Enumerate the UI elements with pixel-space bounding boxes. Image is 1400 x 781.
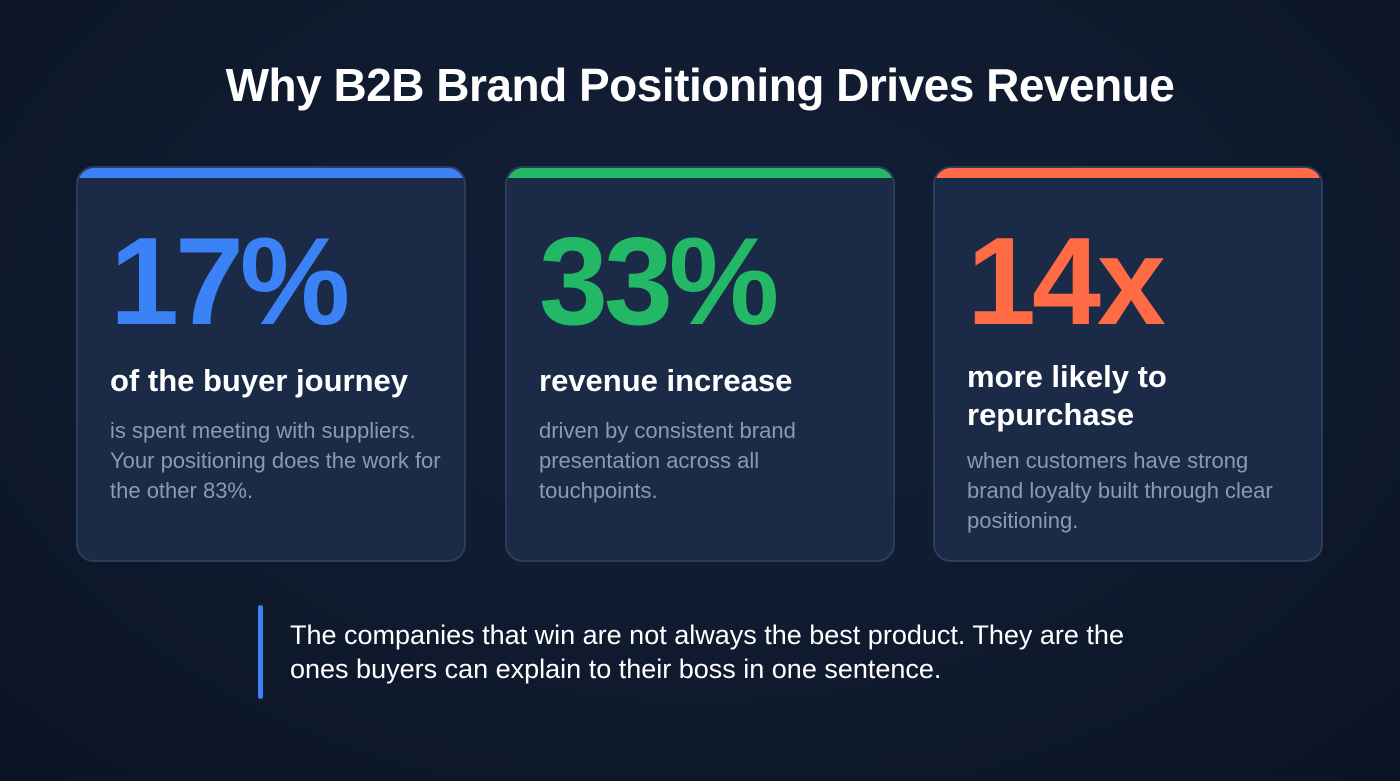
stat-description: driven by consistent brand presentation … [539, 418, 796, 503]
accent-bar [507, 168, 893, 178]
accent-bar [935, 168, 1321, 178]
stat-description: is spent meeting with suppliers. Your po… [110, 418, 441, 503]
stat-card-repurchase: 14x more likely to repurchase when custo… [933, 166, 1323, 562]
stat-heading: more likely to repurchase [967, 359, 1167, 432]
accent-bar [78, 168, 464, 178]
pull-quote: The companies that win are not always th… [290, 620, 1124, 684]
stat-description: when customers have strong brand loyalty… [967, 448, 1273, 533]
stat-value: 33% [539, 213, 779, 351]
page-title: Why B2B Brand Positioning Drives Revenue [225, 59, 1175, 111]
quote-accent-bar [258, 605, 263, 699]
stat-value: 14x [967, 213, 1166, 351]
stat-card-buyer-journey: 17% of the buyer journey is spent meetin… [76, 166, 466, 562]
stat-heading: of the buyer journey [110, 363, 408, 398]
stat-card-revenue: 33% revenue increase driven by consisten… [505, 166, 895, 562]
stat-heading: revenue increase [539, 363, 793, 398]
stat-value: 17% [110, 213, 350, 351]
